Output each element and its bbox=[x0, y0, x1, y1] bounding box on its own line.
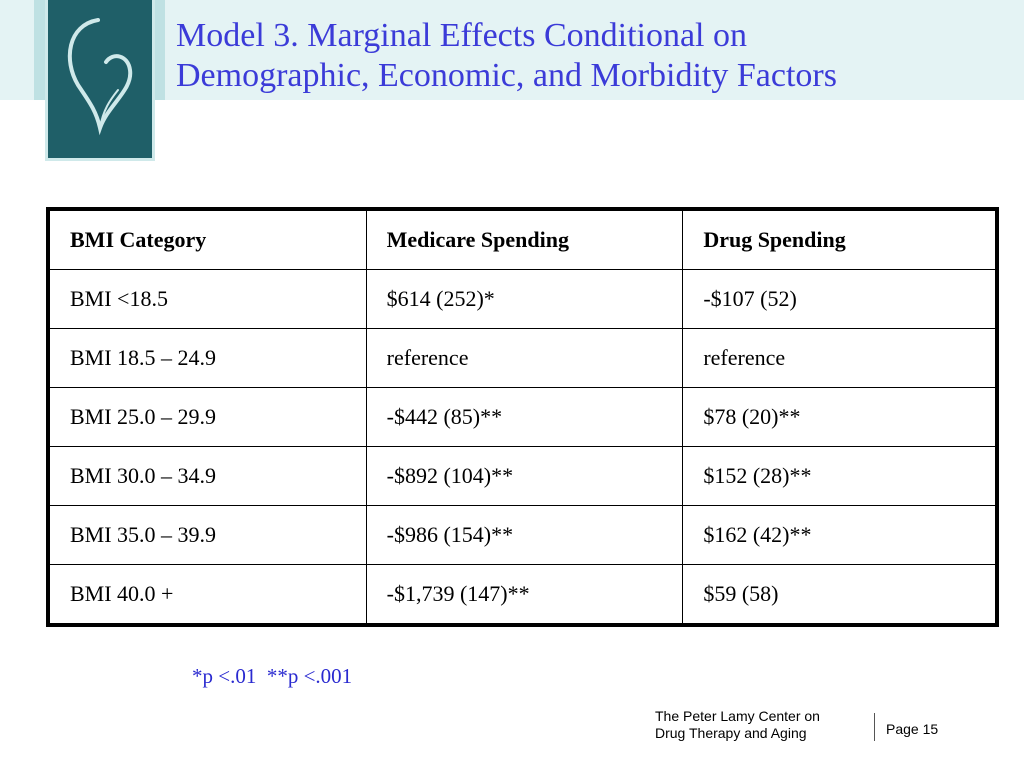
footer-org-line-2: Drug Therapy and Aging bbox=[655, 725, 807, 741]
header-drug-spending: Drug Spending bbox=[682, 210, 996, 270]
results-table: BMI Category Medicare Spending Drug Spen… bbox=[46, 207, 999, 627]
cell-bmi: BMI <18.5 bbox=[49, 269, 367, 329]
footer-org-line-1: The Peter Lamy Center on bbox=[655, 708, 820, 724]
page-number: Page 15 bbox=[886, 721, 939, 737]
cell-medicare: reference bbox=[365, 328, 684, 388]
footer-organization: The Peter Lamy Center on Drug Therapy an… bbox=[655, 708, 865, 742]
cell-medicare: -$1,739 (147)** bbox=[365, 564, 684, 624]
cell-medicare: -$986 (154)** bbox=[365, 505, 684, 565]
cell-drug: $59 (58) bbox=[682, 564, 996, 624]
table-header-row: BMI Category Medicare Spending Drug Spen… bbox=[49, 210, 996, 270]
table-row: BMI 25.0 – 29.9 -$442 (85)** $78 (20)** bbox=[49, 387, 996, 447]
table-row: BMI 40.0 + -$1,739 (147)** $59 (58) bbox=[49, 564, 996, 624]
cell-medicare: -$442 (85)** bbox=[365, 387, 684, 447]
footer-divider bbox=[874, 713, 875, 741]
header-medicare-spending: Medicare Spending bbox=[365, 210, 684, 270]
cell-drug: $78 (20)** bbox=[682, 387, 996, 447]
title-line-1: Model 3. Marginal Effects Conditional on bbox=[176, 17, 747, 54]
cell-bmi: BMI 25.0 – 29.9 bbox=[49, 387, 367, 447]
table-row: BMI 35.0 – 39.9 -$986 (154)** $162 (42)*… bbox=[49, 505, 996, 565]
cell-drug: -$107 (52) bbox=[682, 269, 996, 329]
title-line-2: Demographic, Economic, and Morbidity Fac… bbox=[176, 57, 837, 94]
cell-drug: reference bbox=[682, 328, 996, 388]
table-row: BMI <18.5 $614 (252)* -$107 (52) bbox=[49, 269, 996, 329]
cell-bmi: BMI 40.0 + bbox=[49, 564, 367, 624]
cell-medicare: -$892 (104)** bbox=[365, 446, 684, 506]
table-row: BMI 30.0 – 34.9 -$892 (104)** $152 (28)*… bbox=[49, 446, 996, 506]
significance-footnote: *p <.01 **p <.001 bbox=[192, 664, 353, 688]
cell-bmi: BMI 30.0 – 34.9 bbox=[49, 446, 367, 506]
cell-drug: $152 (28)** bbox=[682, 446, 996, 506]
header-bmi-category: BMI Category bbox=[49, 210, 367, 270]
cell-bmi: BMI 18.5 – 24.9 bbox=[49, 328, 367, 388]
cell-bmi: BMI 35.0 – 39.9 bbox=[49, 505, 367, 565]
table-row: BMI 18.5 – 24.9 reference reference bbox=[49, 328, 996, 388]
slide-title: Model 3. Marginal Effects Conditional on… bbox=[176, 16, 996, 96]
heart-logo-icon bbox=[45, 0, 155, 161]
cell-drug: $162 (42)** bbox=[682, 505, 996, 565]
header-band bbox=[0, 0, 1024, 100]
cell-medicare: $614 (252)* bbox=[365, 269, 684, 329]
